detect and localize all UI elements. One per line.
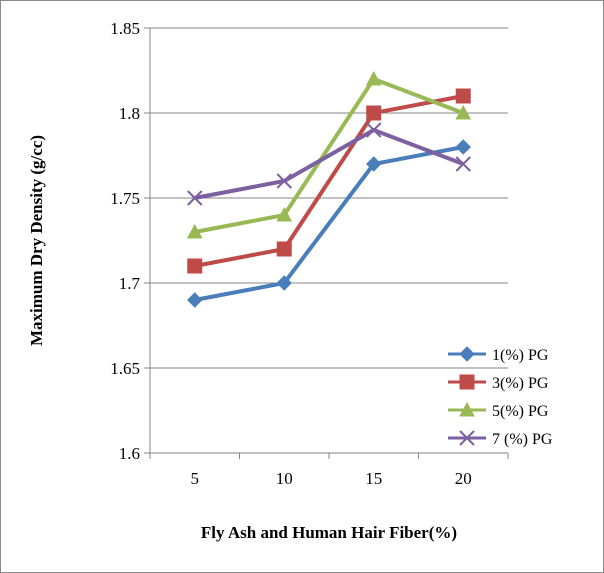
series-line — [194, 128, 464, 200]
data-point — [276, 241, 292, 257]
data-point — [186, 223, 203, 239]
series-2 — [187, 88, 471, 274]
data-point — [366, 105, 382, 121]
series-line — [194, 77, 464, 234]
grid-layer — [150, 27, 508, 454]
legend-marker — [459, 346, 475, 362]
y-tick-label: 1.6 — [119, 444, 140, 463]
series-line — [194, 145, 464, 302]
x-axis-title: Fly Ash and Human Hair Fiber(%) — [201, 523, 457, 542]
data-point — [455, 88, 471, 104]
data-point — [276, 173, 292, 189]
data-point — [276, 206, 293, 222]
series-line — [194, 94, 464, 268]
series-1 — [187, 139, 471, 308]
series-layer — [186, 70, 472, 308]
legend-marker — [459, 401, 475, 417]
legend-label: 1(%) PG — [492, 347, 549, 364]
y-tick-label: 1.65 — [110, 359, 140, 378]
y-tick-label: 1.7 — [119, 274, 141, 293]
x-tick-label: 20 — [455, 469, 472, 488]
data-point — [455, 139, 471, 155]
axis-layer: 1.6 1.65 1.7 1.75 1.8 1.85 5 10 15 20 — [110, 19, 509, 488]
data-point — [187, 292, 203, 308]
data-point — [455, 104, 472, 120]
data-point — [366, 156, 382, 172]
y-axis-title: Maximum Dry Density (g/cc) — [27, 135, 46, 346]
legend-marker — [459, 430, 475, 446]
legend-label: 7 (%) PG — [492, 431, 553, 448]
legend-marker — [459, 374, 475, 390]
legend: 1(%) PG 3(%) PG 5(%) PG 7 (%) PG — [448, 346, 553, 448]
y-tick-label: 1.85 — [110, 19, 140, 38]
x-tick-label: 10 — [276, 469, 293, 488]
series-3 — [186, 70, 472, 239]
legend-entry: 5(%) PG — [448, 401, 549, 420]
legend-entry: 1(%) PG — [448, 346, 549, 364]
x-tick-label: 15 — [365, 469, 382, 488]
legend-label: 3(%) PG — [492, 375, 549, 392]
data-point — [276, 275, 292, 291]
data-point — [455, 156, 471, 172]
data-point — [366, 122, 382, 138]
data-point — [187, 258, 203, 274]
legend-entry: 3(%) PG — [448, 374, 549, 392]
series-4 — [187, 122, 471, 206]
legend-label: 5(%) PG — [492, 403, 549, 420]
x-tick-label: 5 — [191, 469, 200, 488]
legend-entry: 7 (%) PG — [448, 430, 553, 448]
y-tick-label: 1.75 — [110, 189, 140, 208]
data-point — [365, 70, 382, 86]
data-point — [187, 190, 203, 206]
y-tick-label: 1.8 — [119, 104, 140, 123]
